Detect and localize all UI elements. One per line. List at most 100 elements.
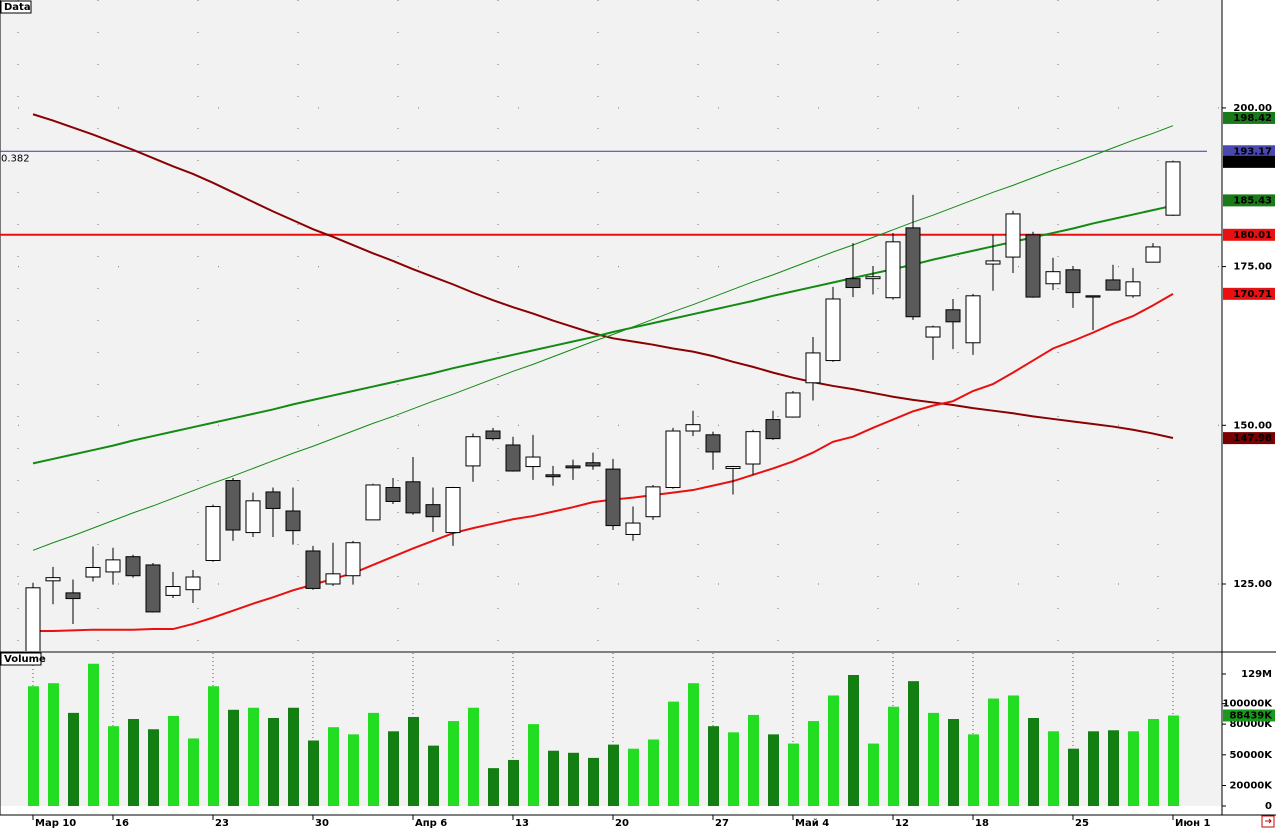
volume-bar (628, 748, 639, 806)
volume-plot (28, 653, 1179, 806)
y-tick-label: 100000K (1223, 699, 1274, 710)
candle-body (1145, 246, 1161, 263)
volume-bar (568, 752, 579, 806)
volume-bar (788, 743, 799, 806)
candle-body (445, 487, 461, 534)
volume-bar (208, 686, 219, 806)
axis-marker-label: 170.71 (1233, 289, 1272, 300)
candle-body (285, 510, 301, 532)
x-tick-label: 30 (315, 818, 329, 829)
candle-body (385, 487, 401, 502)
candle-body (465, 436, 481, 467)
y-tick-label: 175.00 (1233, 262, 1272, 273)
volume-bar (368, 712, 379, 806)
volume-bar (468, 707, 479, 806)
indicator-line (32, 204, 1174, 465)
candle-body (305, 550, 321, 589)
candle-body (1025, 234, 1041, 298)
horizontal-line-label: 0.382 (1, 153, 30, 164)
axis-marker (1223, 194, 1275, 207)
candle-body (685, 424, 701, 432)
volume-bar (308, 740, 319, 806)
candle-body (585, 462, 601, 467)
volume-bar (1028, 717, 1039, 806)
axis-marker-label: 193.17 (1233, 146, 1272, 157)
indicator-line (32, 125, 1174, 551)
candle-body (905, 227, 921, 318)
candle-body (545, 474, 561, 478)
volume-bar (448, 721, 459, 806)
y-tick-label: 125.00 (1233, 579, 1272, 590)
volume-bar (528, 724, 539, 806)
candle-body (945, 309, 961, 323)
volume-bar (1168, 715, 1179, 806)
axis-marker (1223, 709, 1275, 722)
price-title-box (0, 0, 32, 14)
candle-body (885, 241, 901, 299)
candle-body (925, 326, 941, 338)
candle-body (245, 500, 261, 534)
candle-body (505, 444, 521, 472)
x-tick-label: 13 (515, 818, 529, 829)
candle-body (1105, 279, 1121, 291)
volume-bar (188, 738, 199, 806)
volume-bar (48, 683, 59, 806)
volume-bar (968, 734, 979, 806)
axes: Мар 10 16 23 30 Апр 6 13 20 27 Май 4 12 18 25 Июн 1 1… (32, 103, 1275, 829)
x-tick-label: 16 (115, 818, 129, 829)
candle-body (165, 586, 181, 596)
candle-body (845, 278, 861, 289)
x-tick-label: Апр 6 (415, 818, 447, 829)
volume-bar (68, 712, 79, 806)
volume-bar (888, 706, 899, 806)
scroll-icon (1265, 818, 1272, 824)
volume-bar (168, 715, 179, 806)
indicator-line (32, 113, 1174, 439)
candle-body (145, 564, 161, 613)
axis-marker-label: 88439K (1229, 710, 1273, 721)
candle-body (1085, 295, 1101, 298)
volume-bar (128, 719, 139, 806)
volume-bar (508, 759, 519, 806)
candle-body (985, 260, 1001, 265)
axis-marker (1223, 155, 1275, 168)
volume-bar (648, 739, 659, 806)
candle-body (225, 480, 241, 531)
volume-bar (28, 686, 39, 806)
candle-body (665, 430, 681, 488)
candle-body (365, 484, 381, 521)
volume-bar (608, 744, 619, 806)
candle-body (105, 559, 121, 573)
candle-body (405, 481, 421, 514)
axis-marker-label: 147.98 (1233, 433, 1272, 444)
candle-body (745, 431, 761, 465)
volume-bar (708, 726, 719, 806)
volume-bar (88, 663, 99, 806)
candle-body (325, 573, 341, 585)
volume-bar (668, 701, 679, 806)
volume-bar (1108, 730, 1119, 806)
x-tick-label: 20 (615, 818, 629, 829)
y-tick-label: 50000K (1229, 750, 1273, 761)
volume-bar (688, 683, 699, 806)
y-tick-label: 0 (1265, 801, 1272, 812)
candle-body (485, 430, 501, 440)
candle-body (565, 465, 581, 469)
volume-bar (828, 695, 839, 806)
volume-bar (388, 731, 399, 806)
volume-bar (988, 698, 999, 806)
volume-bar (348, 734, 359, 806)
x-tick-label: 25 (1075, 818, 1089, 829)
axis-marker-label: 198.42 (1233, 113, 1272, 124)
candle-body (805, 352, 821, 384)
candle-body (765, 419, 781, 440)
candle-body (205, 506, 221, 561)
volume-bar (108, 726, 119, 806)
candle-body (865, 276, 881, 280)
volume-bar (1088, 731, 1099, 806)
axis-marker-label: 180.01 (1233, 230, 1272, 241)
volume-bar (1128, 731, 1139, 806)
volume-bar (868, 743, 879, 806)
